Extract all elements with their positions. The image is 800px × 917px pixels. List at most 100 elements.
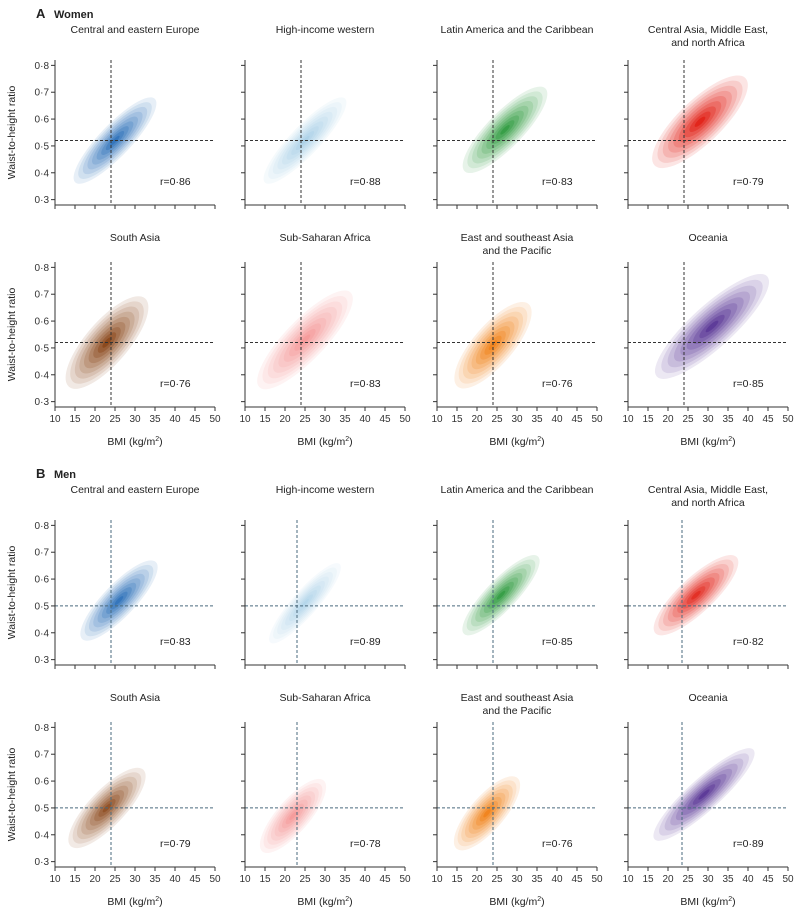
x-tick-label: 40 [742, 414, 754, 425]
x-tick-label: 50 [591, 414, 603, 425]
correlation-label: r=0·85 [542, 636, 573, 648]
x-tick-label: 40 [551, 414, 563, 425]
x-tick-label: 15 [259, 414, 271, 425]
x-tick-label: 20 [471, 414, 483, 425]
y-tick-label: 0·4 [35, 370, 50, 381]
density-contour [301, 598, 309, 608]
x-tick-label: 35 [531, 874, 543, 885]
panel-title: High-income western [276, 24, 375, 36]
x-axis-title: BMI (kg/m2) [297, 436, 352, 448]
x-tick-label: 10 [49, 874, 61, 885]
x-tick-label: 30 [129, 414, 141, 425]
correlation-label: r=0·79 [733, 176, 764, 188]
x-axis-title-main: BMI (kg/m [297, 436, 345, 448]
density-contour [488, 340, 498, 351]
correlation-label: r=0·88 [350, 176, 381, 188]
x-tick-label: 20 [471, 874, 483, 885]
density-contour [500, 125, 510, 135]
chart-panel: Latin America and the Caribbean r=0·85 [433, 484, 598, 669]
x-axis-title-main: BMI (kg/m [297, 896, 345, 908]
chart-panel: Sub-Saharan Africa 10 15 20 25 30 35 40 45 50 BMI … [239, 232, 411, 448]
chart-panel: Latin America and the Caribbean r=0·83 [433, 24, 598, 209]
x-tick-label: 50 [209, 874, 221, 885]
correlation-label: r=0·86 [160, 176, 191, 188]
panel-title: South Asia [110, 232, 160, 244]
density-contour [496, 590, 506, 600]
x-tick-label: 40 [169, 874, 181, 885]
density-contour [694, 116, 706, 127]
y-tick-label: 0·7 [35, 88, 50, 99]
x-tick-label: 45 [379, 414, 391, 425]
y-tick-label: 0·7 [35, 750, 50, 761]
x-axis-title-sup: 2 [728, 896, 732, 903]
x-tick-label: 30 [319, 414, 331, 425]
x-tick-label: 25 [491, 414, 503, 425]
x-tick-label: 30 [511, 874, 523, 885]
section-title: Men [54, 469, 76, 481]
x-tick-label: 35 [149, 414, 161, 425]
x-axis-title: BMI (kg/m2) [297, 896, 352, 908]
x-tick-label: 10 [239, 414, 251, 425]
x-tick-label: 20 [89, 874, 101, 885]
panel-title: Latin America and the Caribbean [441, 24, 594, 36]
x-tick-label: 35 [722, 414, 734, 425]
panel-title: and the Pacific [483, 705, 552, 717]
density-contour [691, 590, 701, 600]
x-tick-label: 35 [531, 414, 543, 425]
section-title: Women [54, 9, 94, 21]
x-axis-title: BMI (kg/m2) [107, 436, 162, 448]
x-axis-title-sup: 2 [537, 896, 541, 903]
chart-panel: Central and eastern Europe 0·3 0·4 0·5 0·6 0·… [6, 24, 216, 209]
x-axis-title-close: ) [349, 896, 353, 908]
x-tick-label: 25 [299, 874, 311, 885]
x-tick-label: 50 [209, 414, 221, 425]
y-tick-label: 0·5 [35, 343, 50, 354]
y-tick-label: 0·7 [35, 548, 50, 559]
x-axis-title-main: BMI (kg/m [680, 896, 728, 908]
x-tick-label: 45 [379, 874, 391, 885]
x-tick-label: 20 [662, 874, 674, 885]
x-tick-label: 35 [722, 874, 734, 885]
chart-panel: Sub-Saharan Africa 10 15 20 25 30 35 40 45 50 BMI … [239, 692, 411, 908]
x-tick-label: 30 [702, 414, 714, 425]
correlation-label: r=0·78 [350, 838, 381, 850]
panel-title: East and southeast Asia [461, 692, 574, 704]
y-axis-title: Waist-to-height ratio [6, 546, 18, 640]
x-tick-label: 20 [279, 874, 291, 885]
x-tick-label: 40 [551, 874, 563, 885]
x-axis-title-main: BMI (kg/m [107, 436, 155, 448]
x-tick-label: 15 [642, 874, 654, 885]
chart-panel: Central and eastern Europe 0·3 0·4 0·5 0·6 0·… [6, 484, 216, 669]
x-tick-label: 45 [189, 414, 201, 425]
x-tick-label: 40 [359, 414, 371, 425]
x-tick-label: 30 [511, 414, 523, 425]
x-axis-title: BMI (kg/m2) [489, 896, 544, 908]
panel-title: Central Asia, Middle East, [648, 484, 768, 496]
x-axis-title-main: BMI (kg/m [489, 896, 537, 908]
y-axis-title: Waist-to-height ratio [6, 86, 18, 180]
x-tick-label: 45 [571, 874, 583, 885]
panel-title: Sub-Saharan Africa [279, 692, 370, 704]
x-tick-label: 50 [399, 414, 411, 425]
y-tick-label: 0·4 [35, 168, 50, 179]
section-letter: B [36, 466, 45, 481]
density-contour [289, 811, 297, 821]
x-tick-label: 45 [189, 874, 201, 885]
x-tick-label: 25 [682, 874, 694, 885]
y-tick-label: 0·6 [35, 575, 50, 586]
x-axis-title: BMI (kg/m2) [680, 896, 735, 908]
chart-panel: South Asia 0·3 0·4 0·5 0·6 0·7 0·8 10 15 20 25 30 35… [6, 232, 221, 448]
panel-title: High-income western [276, 484, 375, 496]
correlation-label: r=0·83 [350, 378, 381, 390]
x-axis-title-main: BMI (kg/m [107, 896, 155, 908]
x-tick-label: 10 [622, 874, 634, 885]
x-axis-title: BMI (kg/m2) [680, 436, 735, 448]
x-tick-label: 45 [762, 414, 774, 425]
y-tick-label: 0·5 [35, 601, 50, 612]
x-tick-label: 10 [431, 414, 443, 425]
x-tick-label: 25 [682, 414, 694, 425]
y-tick-label: 0·6 [35, 115, 50, 126]
